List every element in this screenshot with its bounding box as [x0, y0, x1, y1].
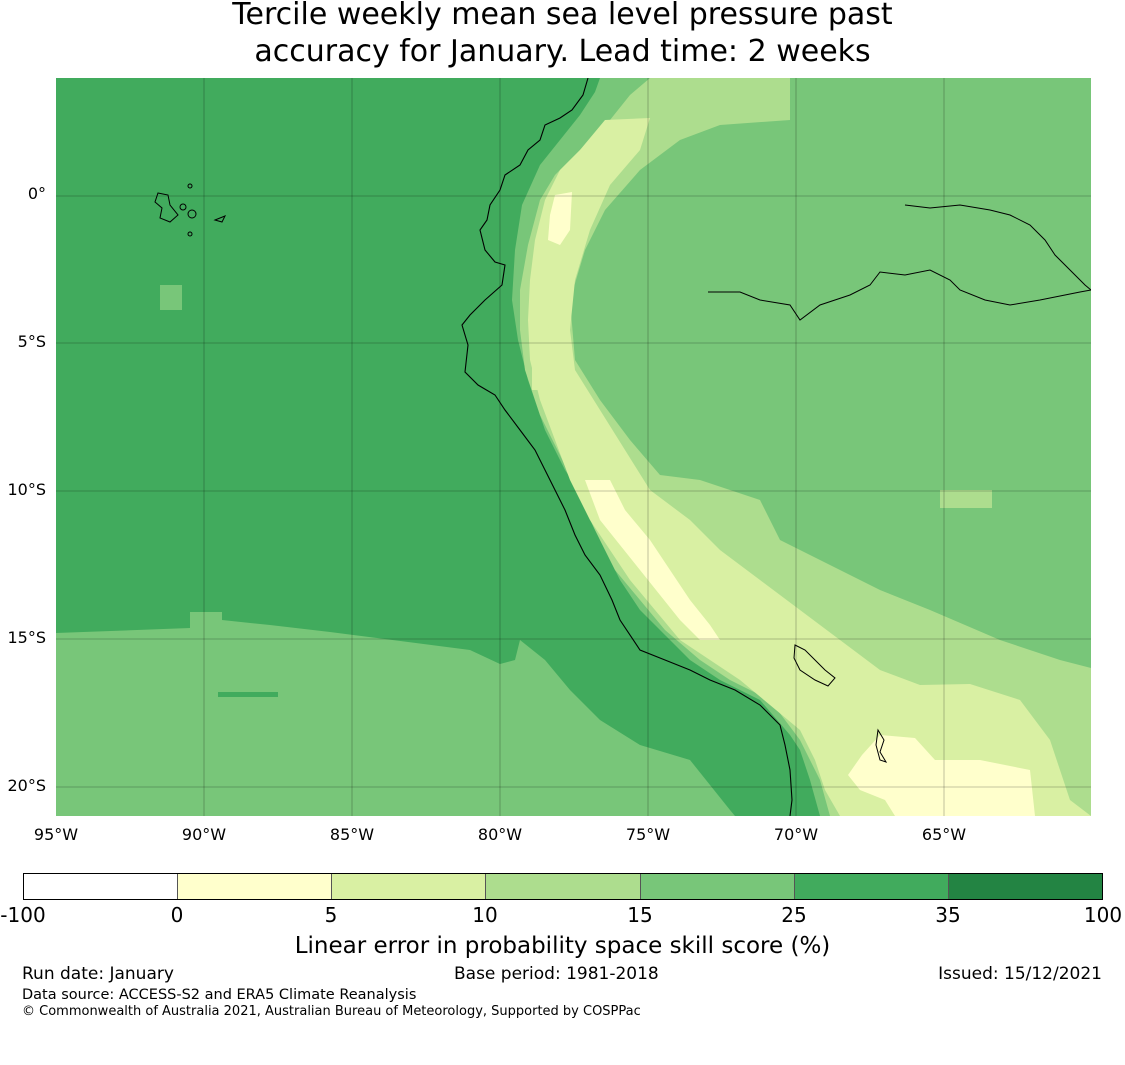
- colorbar: [23, 873, 1103, 900]
- map-title-line-2: accuracy for January. Lead time: 2 weeks: [254, 34, 871, 69]
- colorbar-tick: 25: [781, 903, 807, 927]
- colorbar-segment: [948, 874, 1102, 899]
- lon-label-80w: 80°W: [477, 825, 523, 844]
- colorbar-segment: [332, 874, 487, 899]
- region-band-light-patch: [532, 355, 550, 390]
- colorbar-tick: 5: [324, 903, 338, 927]
- run-date: Run date: January: [22, 964, 174, 984]
- region-band-lightest: [585, 480, 720, 640]
- issued-date: Issued: 15/12/2021: [938, 964, 1102, 984]
- colorbar-tick: 35: [935, 903, 961, 927]
- coastline: [461, 78, 793, 816]
- galapagos-islands: [154, 183, 227, 237]
- map-title-line-1: Tercile weekly mean sea level pressure p…: [232, 0, 893, 32]
- lat-label-10s: 10°S: [7, 480, 46, 499]
- colorbar-tick: 15: [627, 903, 653, 927]
- colorbar-segment: [24, 874, 179, 899]
- lake: [793, 644, 836, 687]
- lon-label-70w: 70°W: [773, 825, 819, 844]
- base-period: Base period: 1981-2018: [454, 964, 659, 984]
- skill-score-map: [56, 78, 1091, 816]
- data-source: Data source: ACCESS-S2 and ERA5 Climate …: [22, 987, 417, 1003]
- river: [904, 204, 1091, 291]
- colorbar-segment: [486, 874, 641, 899]
- colorbar-tick: 10: [472, 903, 498, 927]
- colorbar-segment: [794, 874, 949, 899]
- lon-label-95w: 95°W: [33, 825, 79, 844]
- region-band-lightest: [848, 735, 1035, 816]
- lat-label-20s: 20°S: [7, 776, 46, 795]
- colorbar-segment: [640, 874, 795, 899]
- colorbar-tick: -100: [0, 903, 46, 927]
- lon-label-65w: 65°W: [921, 825, 967, 844]
- copyright-notice: © Commonwealth of Australia 2021, Austra…: [22, 1004, 641, 1019]
- lon-label-85w: 85°W: [329, 825, 375, 844]
- lon-label-75w: 75°W: [625, 825, 671, 844]
- colorbar-tick: 100: [1083, 903, 1123, 927]
- lat-label-15s: 15°S: [7, 628, 46, 647]
- river: [708, 269, 1091, 321]
- region-band-medium: [940, 490, 992, 508]
- colorbar-segment: [178, 874, 333, 899]
- colorbar-label: Linear error in probability space skill …: [294, 933, 831, 959]
- region-band-light-patch: [535, 280, 552, 330]
- lat-label-5s: 5°S: [17, 332, 46, 351]
- lat-label-0: 0°: [27, 184, 46, 203]
- lake: [875, 728, 888, 763]
- lon-label-90w: 90°W: [181, 825, 227, 844]
- region-southern-ocean: [56, 612, 735, 816]
- region-band-lightest: [548, 192, 572, 245]
- region-band-medium: [520, 78, 1091, 816]
- region-ocean-patch: [160, 285, 182, 310]
- colorbar-tick: 0: [170, 903, 184, 927]
- gridlines: [56, 78, 1091, 816]
- region-ocean-patch: [218, 692, 278, 697]
